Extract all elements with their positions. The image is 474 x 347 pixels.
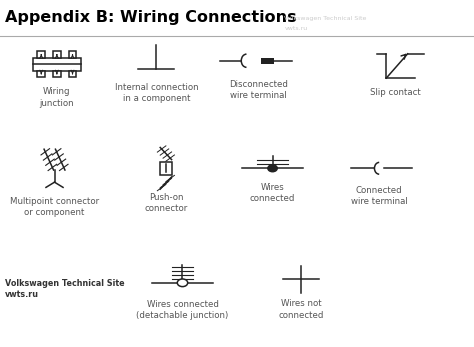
Text: Appendix B: Wiring Connections: Appendix B: Wiring Connections xyxy=(5,10,296,25)
Text: Push-on
connector: Push-on connector xyxy=(144,193,188,213)
Text: Wires not
connected: Wires not connected xyxy=(278,299,324,320)
FancyBboxPatch shape xyxy=(160,162,172,175)
Circle shape xyxy=(268,165,277,172)
Text: Slip contact: Slip contact xyxy=(370,88,421,98)
FancyBboxPatch shape xyxy=(69,51,76,58)
Text: Wires connected
(detachable junction): Wires connected (detachable junction) xyxy=(137,300,228,320)
Circle shape xyxy=(177,279,188,287)
Text: vwts.ru: vwts.ru xyxy=(284,26,308,31)
Text: Connected
wire terminal: Connected wire terminal xyxy=(351,186,408,206)
Text: Wires
connected: Wires connected xyxy=(250,183,295,203)
FancyBboxPatch shape xyxy=(33,58,81,71)
Text: Volkswagen Technical Site: Volkswagen Technical Site xyxy=(284,16,367,20)
Text: Disconnected
wire terminal: Disconnected wire terminal xyxy=(229,80,288,100)
FancyBboxPatch shape xyxy=(37,71,45,77)
Text: Volkswagen Technical Site: Volkswagen Technical Site xyxy=(5,279,124,288)
FancyBboxPatch shape xyxy=(53,71,61,77)
Text: vwts.ru: vwts.ru xyxy=(5,290,39,299)
Text: Multipoint connector
or component: Multipoint connector or component xyxy=(10,197,99,217)
FancyBboxPatch shape xyxy=(69,71,76,77)
FancyBboxPatch shape xyxy=(37,51,45,58)
Text: Wiring
junction: Wiring junction xyxy=(39,87,74,108)
FancyBboxPatch shape xyxy=(53,51,61,58)
Text: Internal connection
in a component: Internal connection in a component xyxy=(115,83,198,103)
Bar xyxy=(261,58,274,64)
